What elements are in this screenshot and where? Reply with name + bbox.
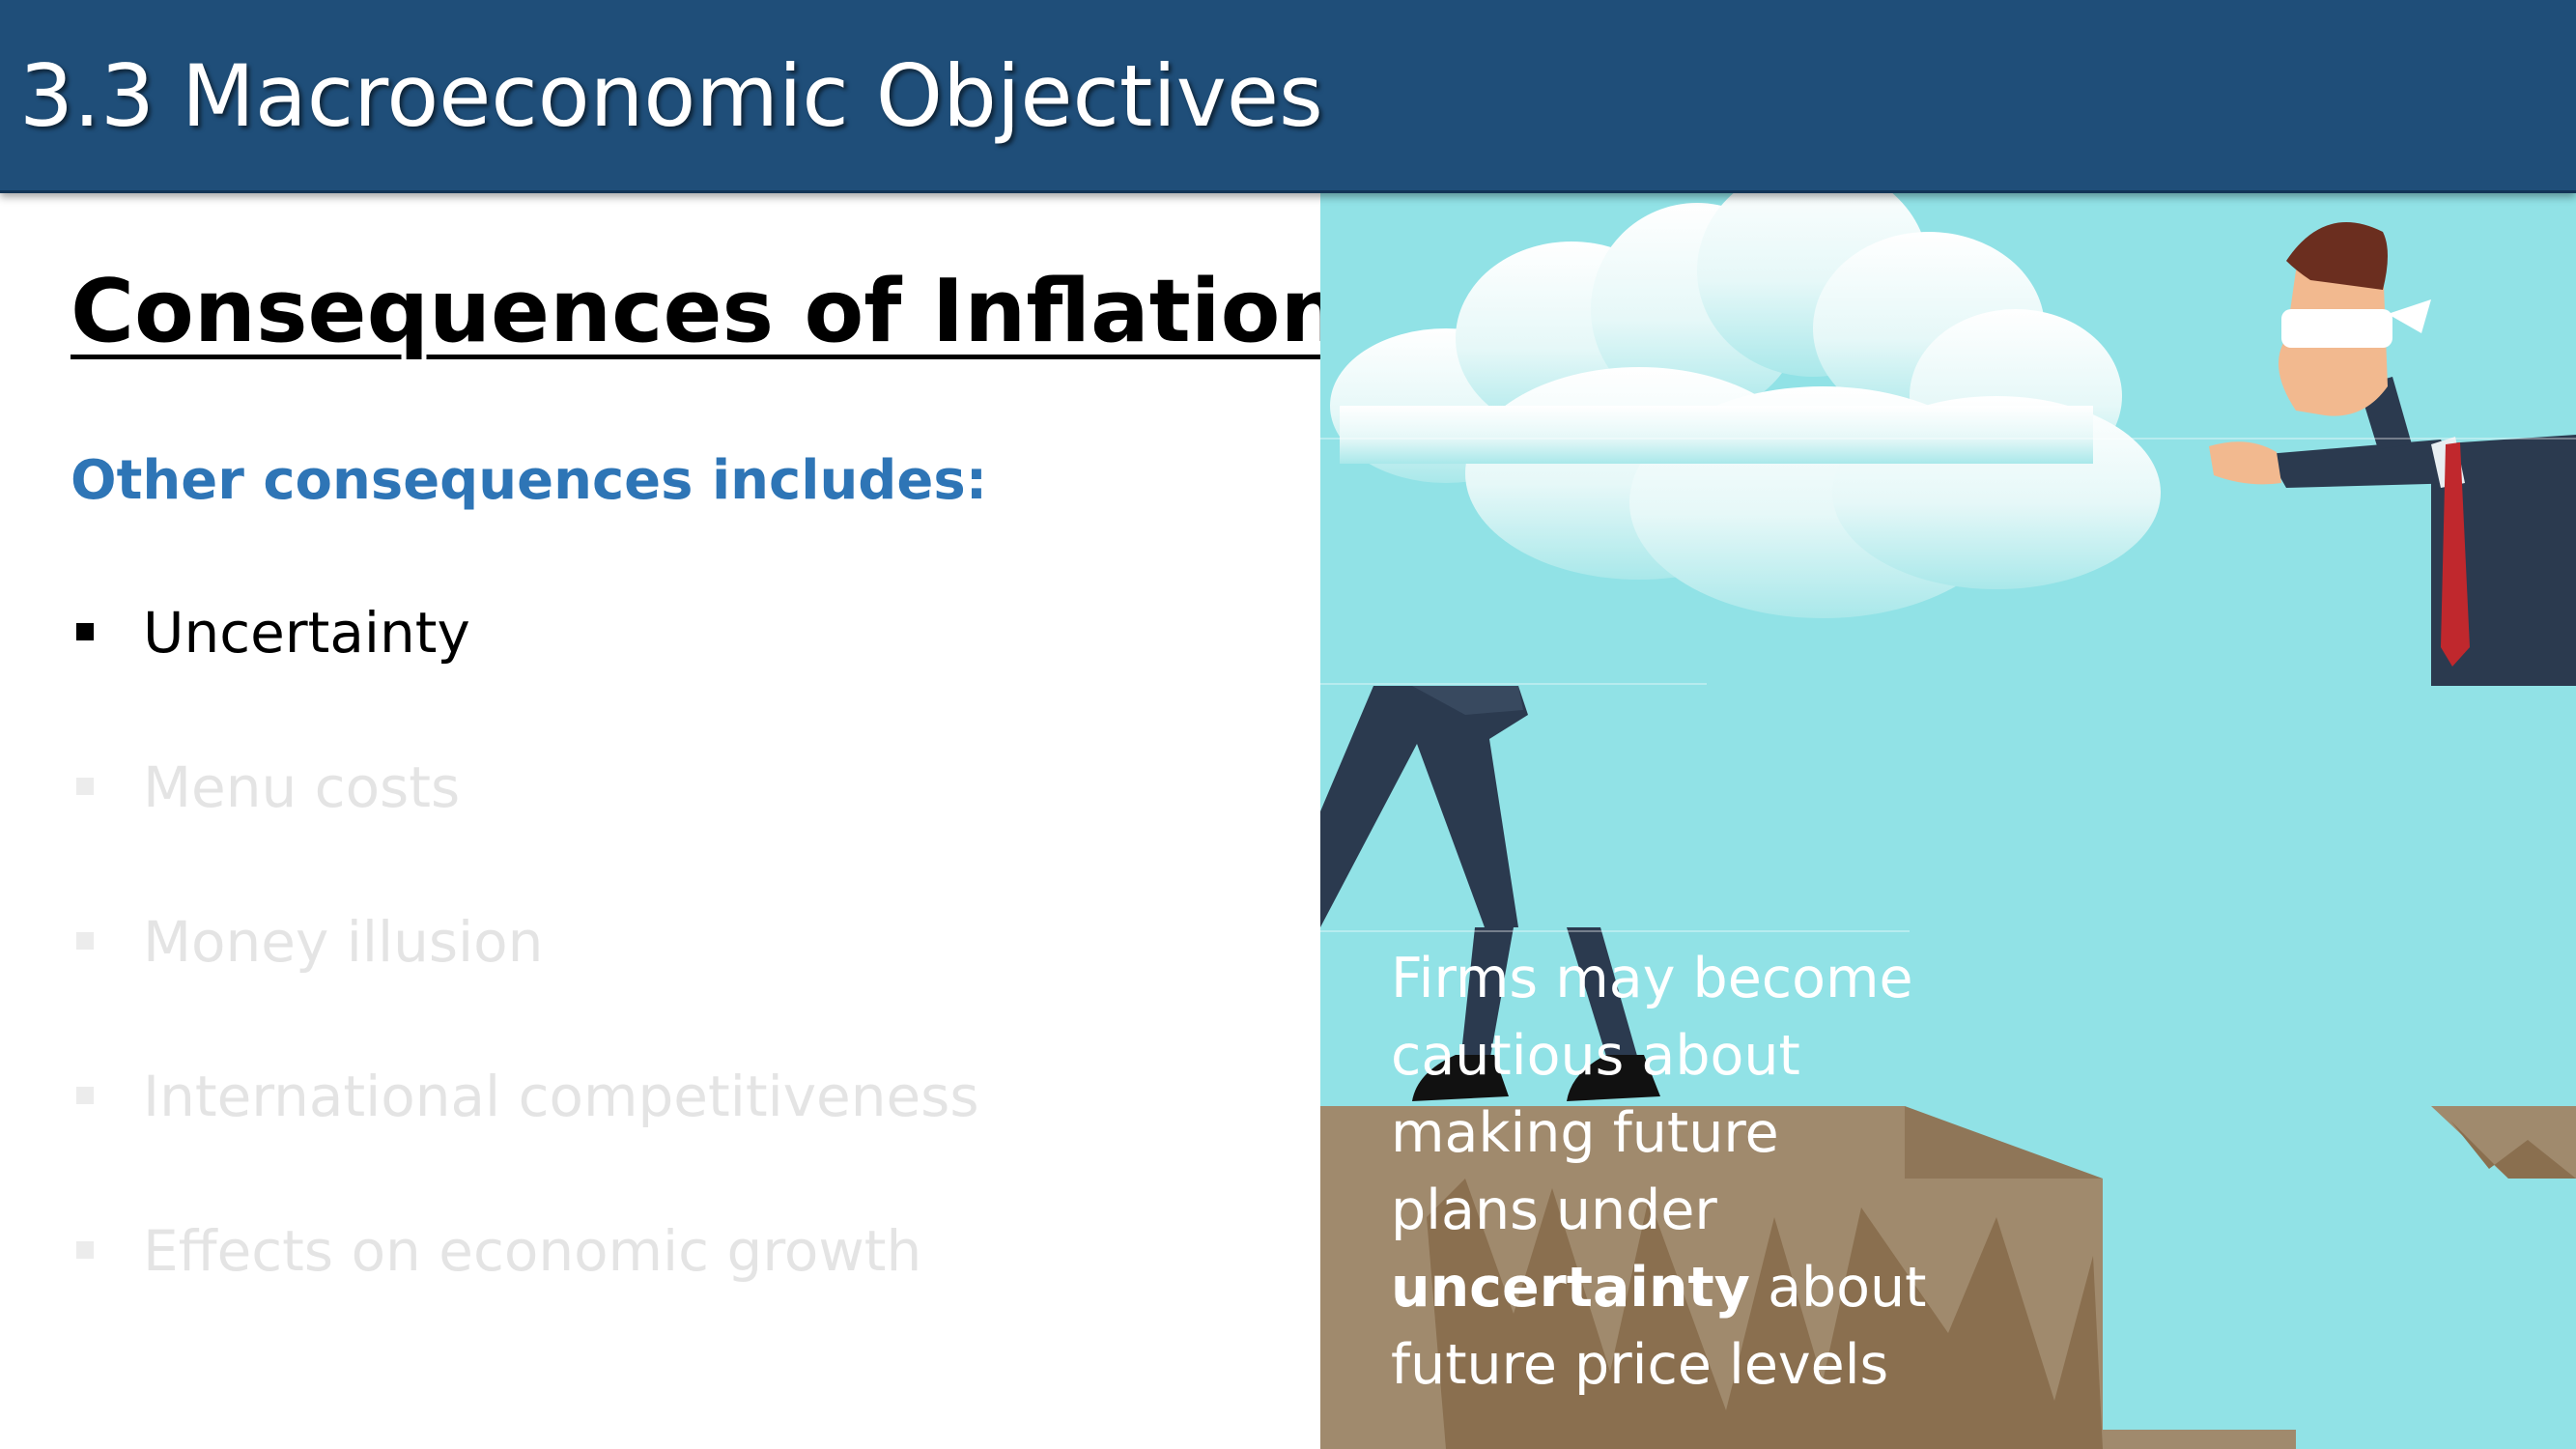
image-seam	[1320, 683, 1707, 685]
blindfolded-businessman-illustration	[1320, 193, 2576, 1449]
caption-line: Firms may become	[1391, 947, 1913, 1010]
caption-line-rest: about	[1749, 1256, 1927, 1320]
square-bullet-icon	[76, 778, 94, 795]
cloud-shape	[1330, 193, 2161, 618]
slide-section-title: 3.3 Macroeconomic Objectives	[19, 46, 1323, 146]
list-item-label: Effects on economic growth	[143, 1218, 922, 1284]
caption-line: making future	[1391, 1101, 1779, 1165]
square-bullet-icon	[76, 1241, 94, 1259]
caption-line: uncertainty about	[1391, 1249, 1932, 1326]
uncertainty-caption: Firms may become cautious about making f…	[1391, 940, 1932, 1404]
slide-heading: Consequences of Inflation	[71, 261, 1343, 362]
list-item-label: International competitiveness	[143, 1064, 979, 1129]
caption-line: future price levels	[1391, 1333, 1889, 1397]
businessman-torso	[2209, 377, 2576, 686]
cliff-right	[2431, 1106, 2576, 1179]
caption-line: cautious about	[1391, 1024, 1800, 1088]
square-bullet-icon	[76, 623, 94, 640]
list-item-label: Menu costs	[143, 754, 461, 820]
blindfold-icon	[2281, 309, 2392, 348]
caption-line: plans under	[1391, 1179, 1717, 1242]
list-item-label: Money illusion	[143, 909, 544, 975]
image-seam	[1320, 438, 2576, 440]
cliff-scene-graphic	[1320, 193, 2576, 1449]
square-bullet-icon	[76, 1087, 94, 1104]
caption-emphasis: uncertainty	[1391, 1256, 1750, 1320]
square-bullet-icon	[76, 932, 94, 950]
cliff-left	[1320, 1106, 2296, 1449]
businessman-head	[2279, 222, 2431, 416]
businessman-legs	[1320, 686, 1660, 1101]
slide-subheading: Other consequences includes:	[71, 449, 988, 512]
list-item-label: Uncertainty	[143, 600, 470, 666]
image-seam	[1320, 930, 1910, 932]
title-bar: 3.3 Macroeconomic Objectives	[0, 0, 2576, 193]
